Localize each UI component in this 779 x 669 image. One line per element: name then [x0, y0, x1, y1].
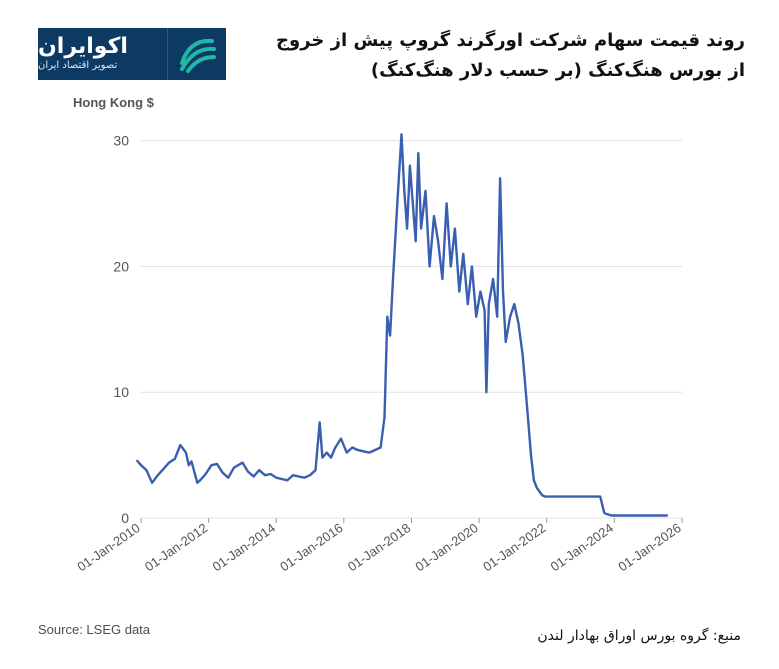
source-label-fa: منبع: گروه بورس اوراق بهادار لندن	[537, 628, 741, 644]
y-tick-label: 0	[121, 510, 129, 526]
y-tick-label: 20	[113, 258, 129, 274]
x-tick-label: 01-Jan-2024	[548, 520, 616, 574]
logo-name: اکوایران	[38, 34, 128, 59]
x-tick-label: 01-Jan-2018	[345, 520, 413, 574]
x-tick-label: 01-Jan-2012	[142, 520, 210, 574]
logo-text: اکوایران تصویر اقتصاد ایران	[38, 28, 167, 80]
logo: اکوایران تصویر اقتصاد ایران	[38, 28, 226, 80]
logo-tagline: تصویر اقتصاد ایران	[38, 60, 118, 71]
x-tick-label: 01-Jan-2016	[277, 520, 345, 574]
x-tick-label: 01-Jan-2014	[210, 520, 278, 574]
chart-title: روند قیمت سهام شرکت اورگرند گروپ پیش از …	[276, 30, 745, 81]
x-tick-label: 01-Jan-2022	[480, 520, 548, 574]
x-tick-label: 01-Jan-2010	[74, 520, 142, 574]
y-tick-label: 10	[113, 384, 129, 400]
source-label: Source: LSEG data	[38, 622, 151, 637]
price-series-line	[135, 133, 668, 517]
x-tick-label: 01-Jan-2026	[615, 520, 683, 574]
logo-mark-icon	[167, 28, 226, 80]
y-tick-label: 30	[113, 133, 129, 149]
x-tick-label: 01-Jan-2020	[412, 520, 480, 574]
y-axis-label: Hong Kong $	[73, 95, 155, 110]
